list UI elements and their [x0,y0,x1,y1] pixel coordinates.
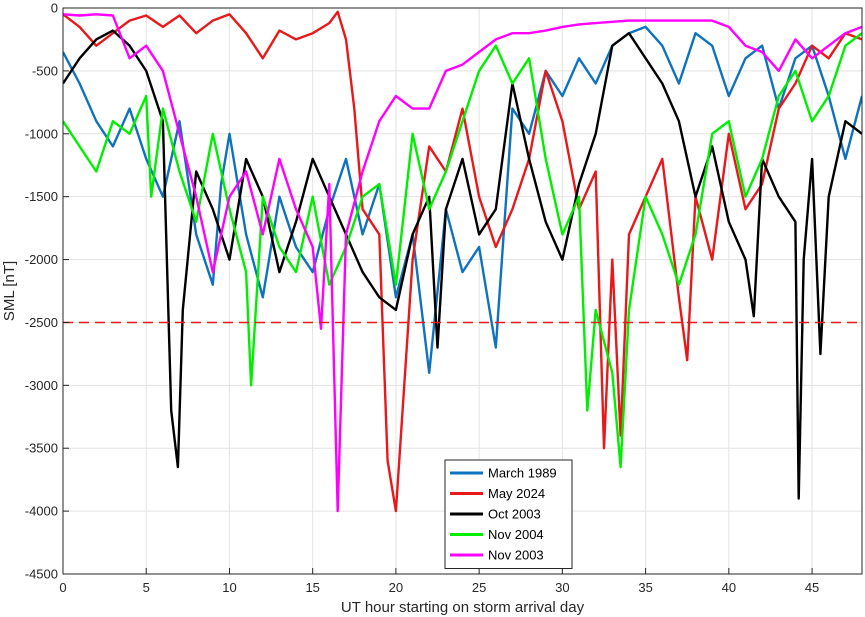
legend-label: May 2024 [488,486,545,501]
y-tick-label: 0 [51,1,58,16]
y-tick-label: -2000 [25,252,58,267]
x-tick-label: 10 [222,580,236,595]
legend-label: Oct 2003 [488,507,541,522]
y-tick-label: -1500 [25,189,58,204]
series-line [63,10,862,513]
x-tick-label: 45 [805,580,819,595]
y-tick-label: -3000 [25,378,58,393]
series-line [63,25,862,374]
series-lines [63,10,862,513]
y-tick-label: -1000 [25,126,58,141]
y-tick-label: -4000 [25,504,58,519]
series-line [63,32,862,469]
series-line [63,13,862,513]
axis-ticks: 0 5 10 15 20 25 30 35 40 45 0 -500 -1000 -1500 -2000 -2… [25,1,820,596]
y-tick-label: -500 [32,63,58,78]
legend-label: March 1989 [488,466,557,481]
y-tick-label: -3500 [25,441,58,456]
y-axis-title: SML [nT] [1,261,18,321]
x-tick-label: 0 [59,580,66,595]
x-tick-label: 25 [472,580,486,595]
x-tick-label: 40 [722,580,736,595]
x-tick-label: 15 [305,580,319,595]
legend-label: Nov 2004 [488,527,544,542]
legend: March 1989 May 2024 Oct 2003 Nov 2004 Nov 20… [444,459,573,569]
y-tick-label: -4500 [25,567,58,582]
legend-label: Nov 2003 [488,548,544,563]
x-tick-label: 35 [638,580,652,595]
x-tick-label: 30 [555,580,569,595]
x-tick-label: 5 [143,580,150,595]
x-axis-title: UT hour starting on storm arrival day [341,599,585,616]
series-line [63,29,862,500]
plot-frame [62,7,863,575]
y-tick-label: -2500 [25,315,58,330]
x-tick-label: 20 [389,580,403,595]
